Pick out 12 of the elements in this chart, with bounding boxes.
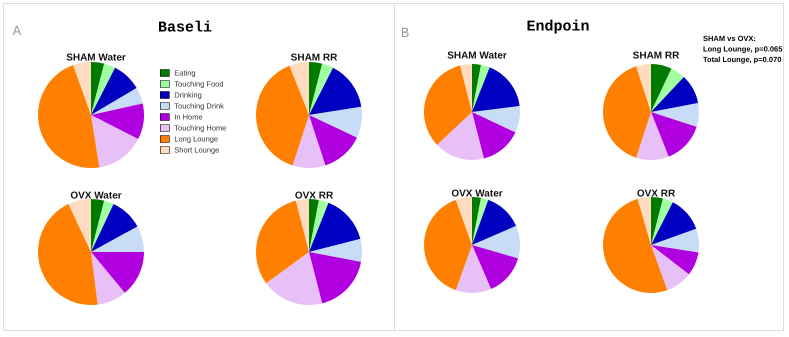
chart-title: OVX Water	[70, 190, 122, 202]
chart-title: OVX Water	[451, 188, 503, 200]
text: A	[12, 24, 22, 40]
text: Baseli	[158, 20, 212, 36]
chart-title: OVX RR	[294, 190, 334, 202]
chart-title: OVX RR	[636, 188, 676, 200]
chart-title: SHAM RR	[290, 52, 338, 64]
chart-title: SHAM Water	[66, 52, 126, 64]
chart-title: SHAM RR	[632, 50, 680, 62]
text: B	[400, 26, 410, 42]
chart-title: SHAM Water	[447, 50, 507, 62]
text: Endpoin	[526, 18, 590, 36]
